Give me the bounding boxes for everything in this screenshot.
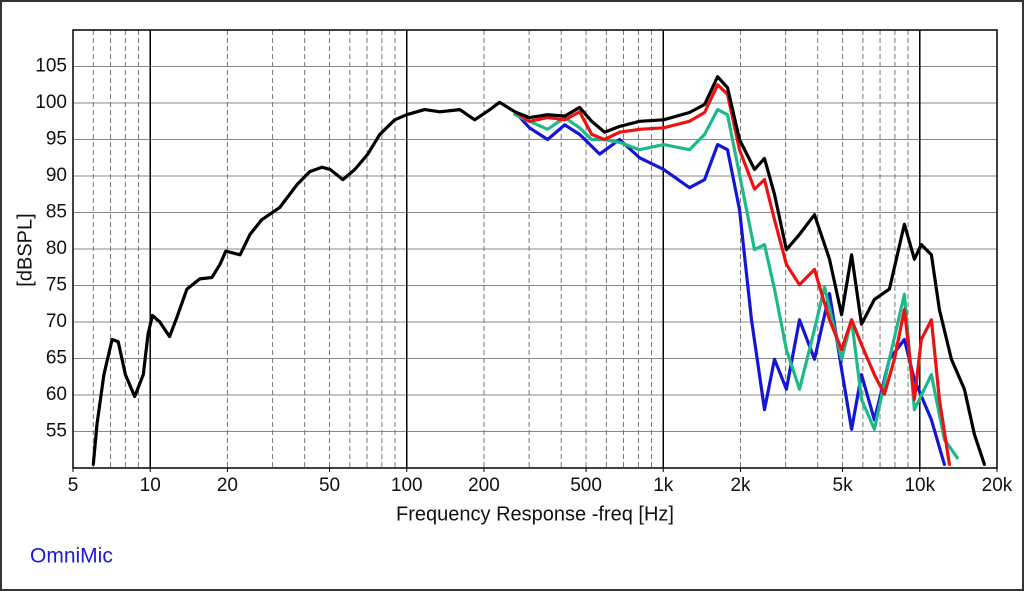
x-tick-label: 1k: [653, 475, 674, 496]
x-tick-label: 5k: [833, 475, 854, 496]
plot-border: [72, 29, 998, 469]
x-tick-label: 10: [140, 475, 161, 496]
brand: OmniMic: [30, 545, 113, 568]
x-tick-label: 100: [391, 475, 423, 496]
y-tick-label: 55: [46, 421, 67, 442]
y-tick-label: 70: [46, 311, 67, 332]
y-tick-label: 105: [35, 56, 67, 77]
y-tick-label: 80: [46, 238, 67, 259]
response-curve: [513, 83, 951, 466]
x-tick-label: 20: [217, 475, 238, 496]
response-curve: [91, 75, 986, 466]
y-tick-label: 85: [46, 202, 67, 223]
x-tick-label: 2k: [730, 475, 751, 496]
x-tick-label: 500: [570, 475, 602, 496]
y-tick-label: 95: [46, 129, 67, 150]
x-tick-label: 5: [68, 475, 79, 496]
x-axis-label: Frequency Response -freq [Hz]: [396, 503, 674, 525]
x-tick-label: 50: [319, 475, 340, 496]
y-tick-label: 100: [35, 92, 67, 113]
x-tick-label: 10k: [904, 475, 935, 496]
y-axis-label: [dBSPL]: [14, 213, 36, 286]
response-curve: [513, 110, 946, 466]
y-tick-label: 60: [46, 384, 67, 405]
x-tick-label: 20k: [982, 475, 1013, 496]
x-tick-label: 200: [468, 475, 500, 496]
y-tick-label: 90: [46, 165, 67, 186]
y-tick-label: 75: [46, 275, 67, 296]
response-curve: [513, 108, 959, 460]
y-tick-label: 65: [46, 348, 67, 369]
